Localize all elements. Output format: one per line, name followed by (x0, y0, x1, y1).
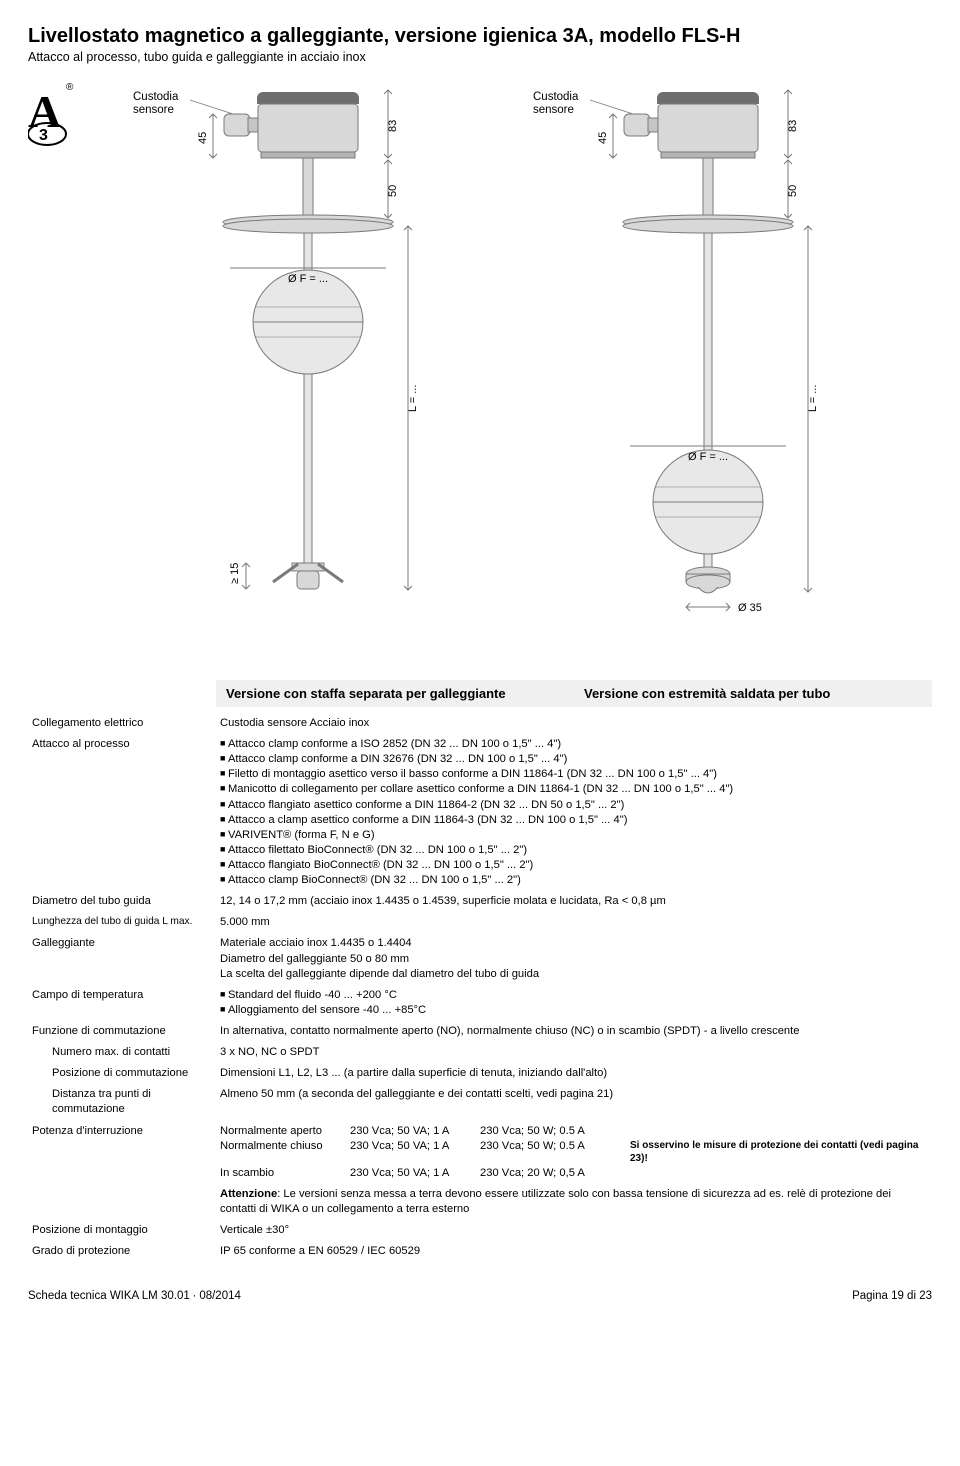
row-value: Almeno 50 mm (a seconda del galleggiante… (216, 1084, 932, 1120)
list-item: Attacco clamp conforme a ISO 2852 (DN 32… (220, 737, 928, 752)
list-item: Attacco flangiato BioConnect® (DN 32 ...… (220, 858, 928, 873)
row-value: Attacco clamp conforme a ISO 2852 (DN 32… (216, 734, 932, 891)
dim-83-left: 83 (387, 120, 399, 132)
power-cell (630, 1124, 928, 1139)
page-header: Livellostato magnetico a galleggiante, v… (28, 24, 932, 64)
section-title-bar: Versione con staffa separata per gallegg… (28, 680, 932, 707)
row-label: Numero max. di contatti (28, 1042, 216, 1063)
power-cell: 230 Vca; 20 W; 0,5 A (480, 1166, 630, 1181)
power-cell: Normalmente chiuso (220, 1139, 350, 1166)
text-line: La scelta del galleggiante dipende dal d… (220, 967, 928, 982)
row-label: Attacco al processo (28, 734, 216, 891)
dim-50-left: 50 (387, 185, 399, 197)
row-label: Grado di protezione (28, 1241, 216, 1262)
section-title-a: Versione con staffa separata per gallegg… (216, 680, 574, 707)
power-cell: 230 Vca; 50 W; 0.5 A (480, 1139, 630, 1166)
page-subtitle: Attacco al processo, tubo guida e galleg… (28, 50, 932, 64)
row-label: Distanza tra punti di commutazione (28, 1084, 216, 1120)
row-value: Standard del fluido -40 ... +200 °CAllog… (216, 985, 932, 1021)
row-value: Custodia sensore Acciaio inox (216, 713, 932, 734)
row-label: Galleggiante (28, 933, 216, 984)
dim-45-left: 45 (197, 132, 209, 144)
svg-text:®: ® (66, 82, 74, 93)
row-value: Materiale acciaio inox 1.4435 o 1.4404Di… (216, 933, 932, 984)
dim-L-left: L = ... (407, 385, 419, 412)
row-value: IP 65 conforme a EN 60529 / IEC 60529 (216, 1241, 932, 1262)
section-title-b: Versione con estremità saldata per tubo (574, 680, 932, 707)
row-value: 5.000 mm (216, 912, 932, 933)
text-line: Materiale acciaio inox 1.4435 o 1.4404 (220, 936, 928, 951)
spec-table: Collegamento elettrico Custodia sensore … (28, 713, 932, 1262)
row-label: Posizione di montaggio (28, 1220, 216, 1241)
power-cell: In scambio (220, 1166, 350, 1181)
row-value: Normalmente aperto230 Vca; 50 VA; 1 A230… (216, 1121, 932, 1220)
row-value: 3 x NO, NC o SPDT (216, 1042, 932, 1063)
logo-3a-icon: A ® 3 (28, 82, 74, 145)
row-value: 12, 14 o 17,2 mm (acciaio inox 1.4435 o … (216, 891, 932, 912)
power-cell: 230 Vca; 50 VA; 1 A (350, 1166, 480, 1181)
footer-left: Scheda tecnica WIKA LM 30.01 ∙ 08/2014 (28, 1290, 241, 1302)
list-item: Attacco filettato BioConnect® (DN 32 ...… (220, 843, 928, 858)
row-value: Verticale ±30° (216, 1220, 932, 1241)
list-item: Attacco a clamp asettico conforme a DIN … (220, 813, 928, 828)
row-label: Diametro del tubo guida (28, 891, 216, 912)
dim-50-right: 50 (787, 185, 799, 197)
power-cell: 230 Vca; 50 VA; 1 A (350, 1139, 480, 1166)
dim-L-right: L = ... (807, 385, 819, 412)
list-item: Alloggiamento del sensore -40 ... +85°C (220, 1003, 928, 1018)
list-item: Attacco flangiato asettico conforme a DI… (220, 798, 928, 813)
dim-phiF-left: Ø F = ... (288, 273, 328, 285)
page-footer: Scheda tecnica WIKA LM 30.01 ∙ 08/2014 P… (28, 1290, 932, 1302)
row-value: In alternativa, contatto normalmente ape… (216, 1021, 932, 1042)
dim-ge15: ≥ 15 (229, 563, 241, 584)
dim-phiF-right: Ø F = ... (688, 451, 728, 463)
attention-text: : Le versioni senza messa a terra devono… (220, 1188, 891, 1215)
svg-text:3: 3 (39, 127, 48, 144)
sensor-cap-left (224, 92, 359, 158)
power-cell: Si osservino le misure di protezione dei… (630, 1139, 928, 1166)
technical-diagram: A ® 3 Custodiasensore (28, 82, 932, 672)
list-item: Attacco clamp BioConnect® (DN 32 ... DN … (220, 873, 928, 888)
sensor-housing-label-right: Custodiasensore (533, 91, 579, 116)
power-cell: 230 Vca; 50 W; 0.5 A (480, 1124, 630, 1139)
list-item: Attacco clamp conforme a DIN 32676 (DN 3… (220, 752, 928, 767)
list-item: Standard del fluido -40 ... +200 °C (220, 988, 928, 1003)
row-label: Campo di temperatura (28, 985, 216, 1021)
list-item: Manicotto di collegamento per collare as… (220, 782, 928, 797)
power-cell (630, 1166, 928, 1181)
row-label: Lunghezza del tubo di guida L max. (28, 912, 216, 933)
end-clamp-left (273, 563, 343, 589)
power-cell: Normalmente aperto (220, 1124, 350, 1139)
dim-45-right: 45 (597, 132, 609, 144)
row-label: Collegamento elettrico (28, 713, 216, 734)
dim-phi35: Ø 35 (738, 602, 762, 614)
list-item: Filetto di montaggio asettico verso il b… (220, 767, 928, 782)
power-cell: 230 Vca; 50 VA; 1 A (350, 1124, 480, 1139)
page-title: Livellostato magnetico a galleggiante, v… (28, 24, 932, 48)
attention-label: Attenzione (220, 1188, 277, 1200)
sensor-housing-label-left: Custodiasensore (133, 91, 179, 116)
row-label: Potenza d'interruzione (28, 1121, 216, 1220)
row-value: Dimensioni L1, L2, L3 ... (a partire dal… (216, 1063, 932, 1084)
dim-83-right: 83 (787, 120, 799, 132)
row-label: Funzione di commutazione (28, 1021, 216, 1042)
footer-right: Pagina 19 di 23 (852, 1290, 932, 1302)
row-label: Posizione di commutazione (28, 1063, 216, 1084)
list-item: VARIVENT® (forma F, N e G) (220, 828, 928, 843)
text-line: Diametro del galleggiante 50 o 80 mm (220, 952, 928, 967)
